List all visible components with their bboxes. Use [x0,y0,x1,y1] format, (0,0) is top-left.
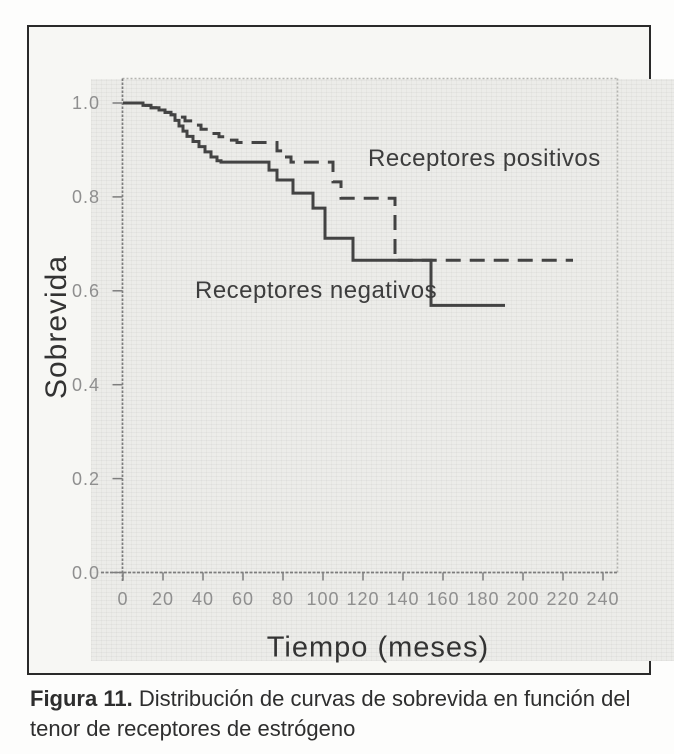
y-tick-label: 0.8 [71,186,100,207]
y-tick-label: 0.4 [71,374,100,395]
x-tick-label: 140 [386,589,420,609]
x-tick-label: 60 [231,589,255,609]
y-tick-label: 0.0 [71,562,100,583]
caption-text: Distribución de curvas de sobrevida en f… [30,686,631,741]
x-tick-label: 240 [586,589,620,609]
x-tick-label: 20 [151,589,175,609]
curve-receptores-positivos [123,101,573,262]
legend-label-positivos: Receptores positivos [368,144,601,172]
x-tick-label: 180 [466,589,500,609]
x-tick-label: 160 [426,589,460,609]
x-tick-label: 100 [306,589,340,609]
scan-texture [91,79,674,661]
legend-label-negativos: Receptores negativos [195,277,438,305]
curve-receptores-negativos [123,101,505,307]
y-tick-label: 0.6 [71,280,100,301]
figure-box [27,25,674,675]
x-tick-label: 220 [546,589,580,609]
y-tick-label: 1.0 [71,93,100,113]
x-tick-label: 40 [191,589,215,609]
figure-caption: Figura 11. Distribución de curvas de sob… [30,684,664,744]
x-tick-label: 120 [346,589,380,609]
x-axis-title: Tiempo (meses) [266,631,490,664]
x-tick-label: 80 [271,589,295,609]
y-tick-label: 0.2 [71,468,100,489]
x-tick-label: 0 [117,589,129,609]
x-tick-label: 200 [506,589,540,609]
caption-number: Figura 11. [30,686,133,711]
